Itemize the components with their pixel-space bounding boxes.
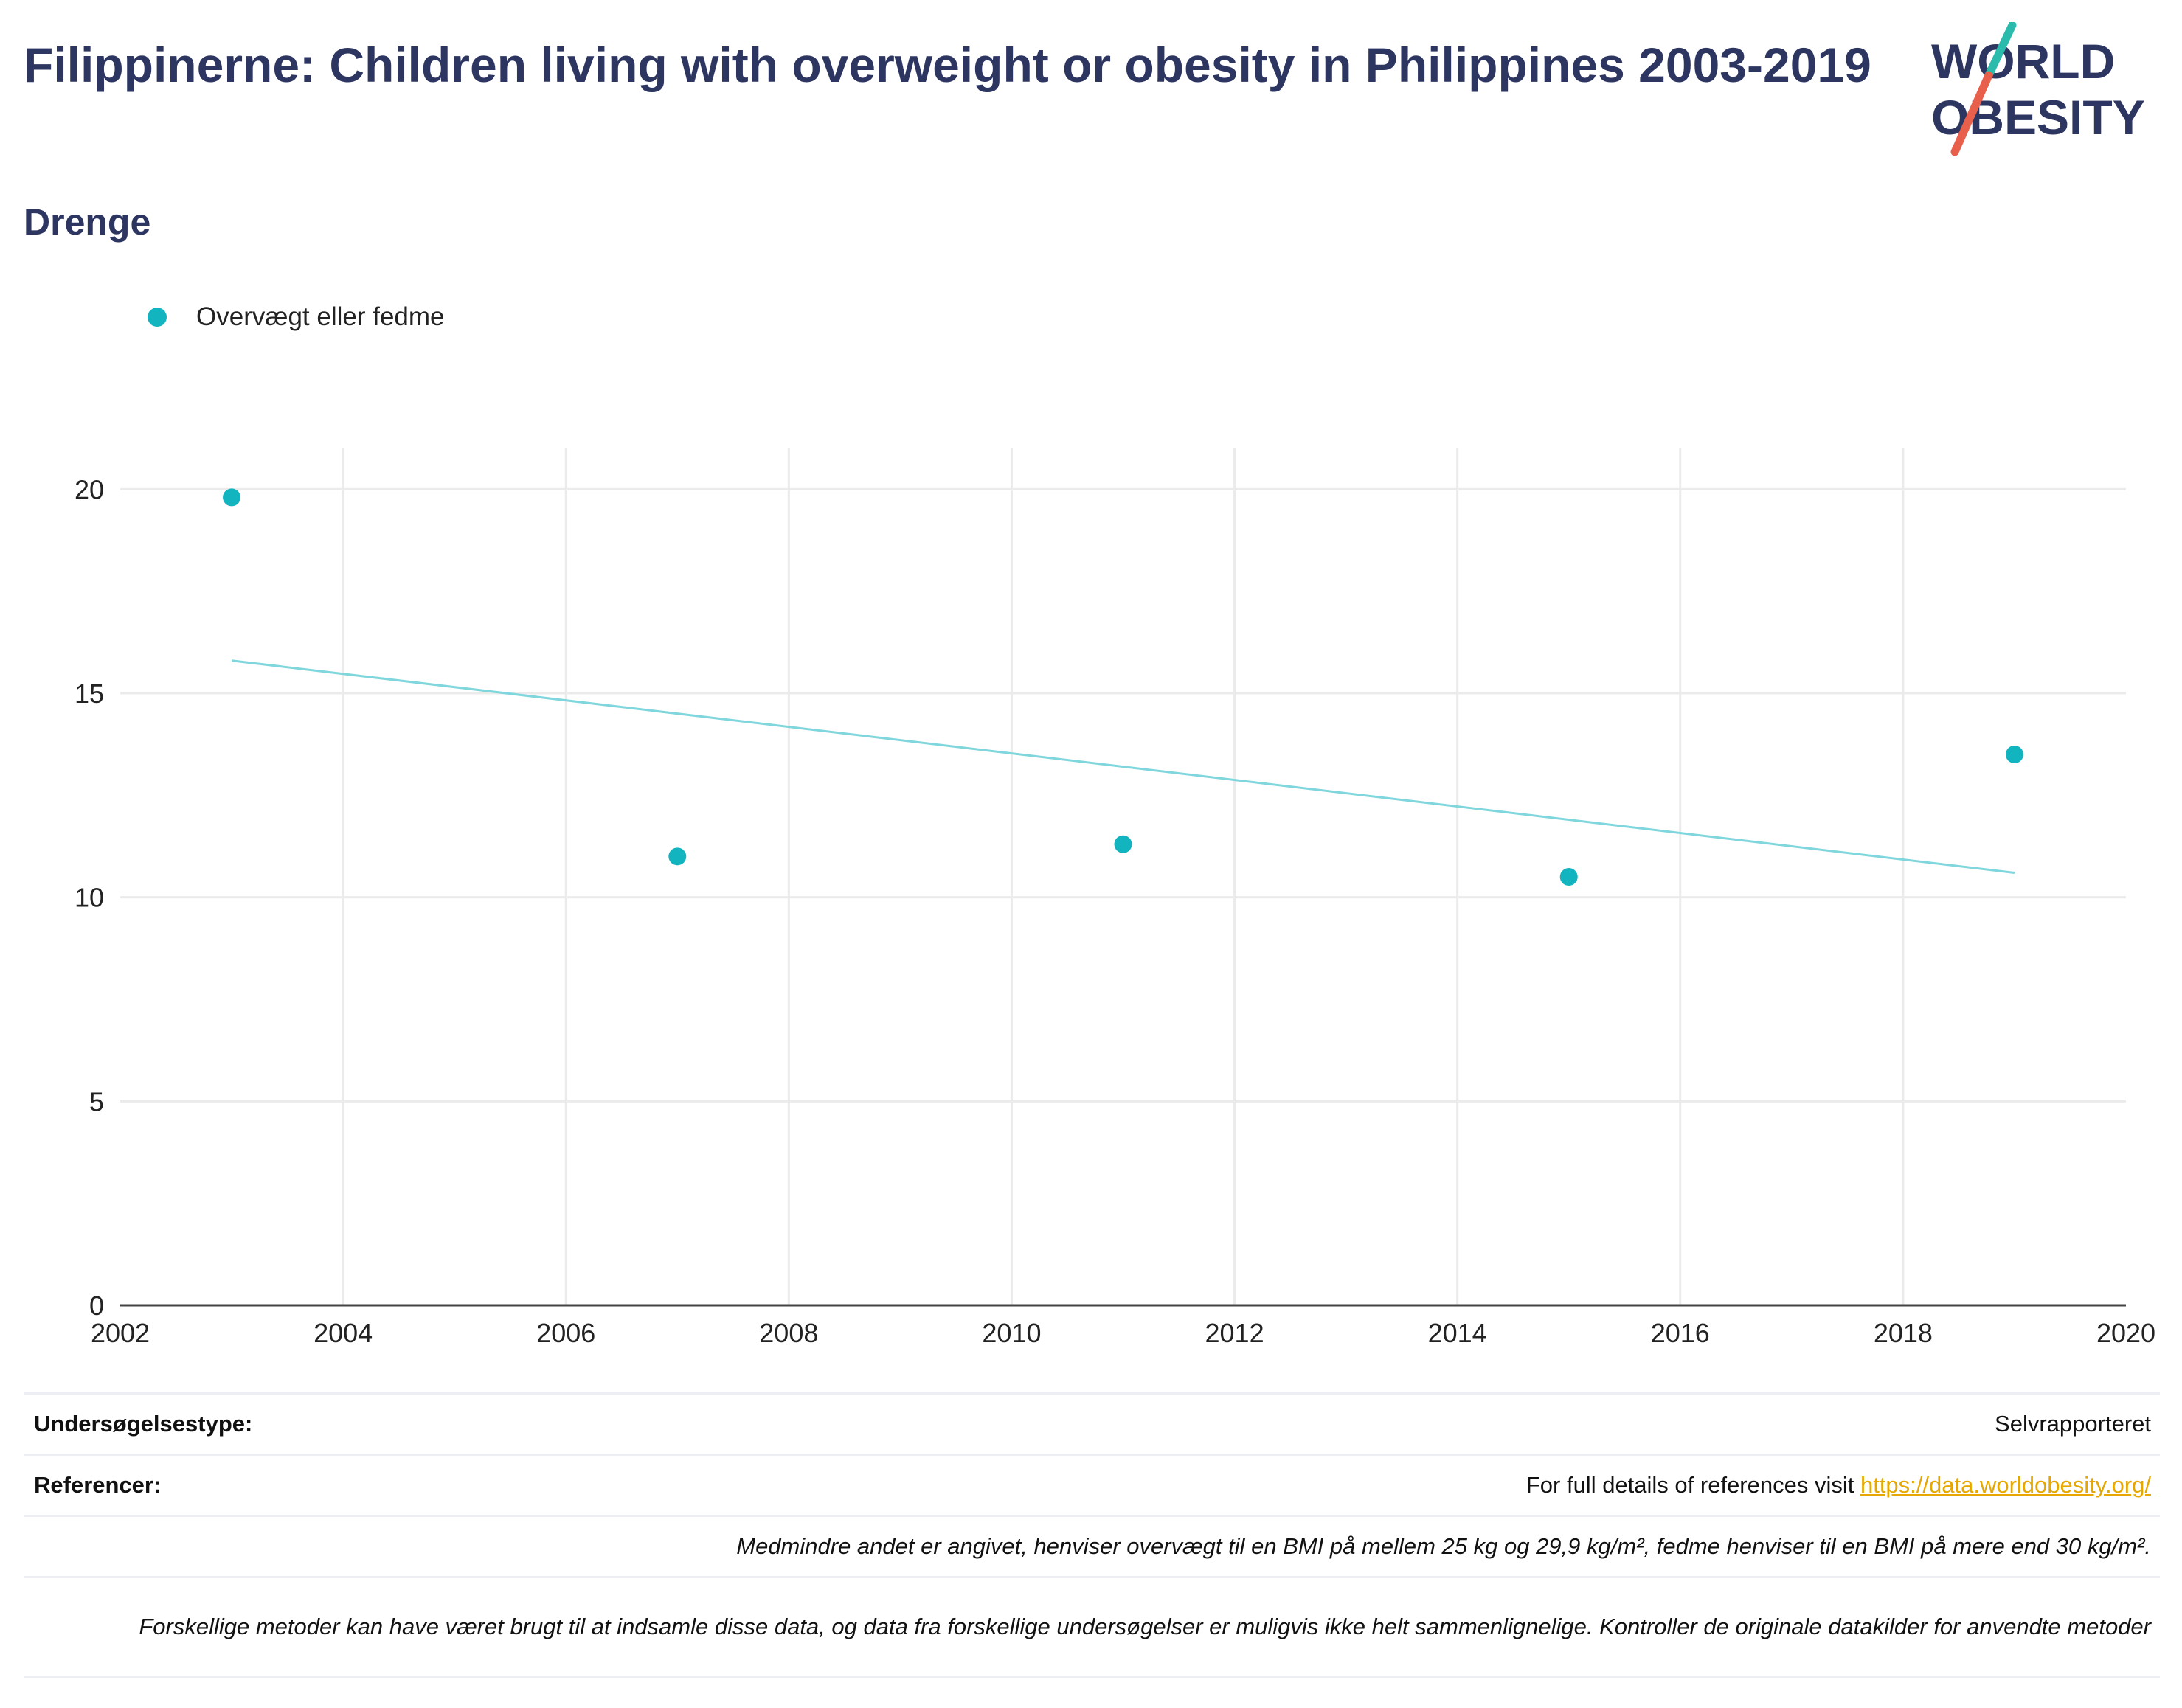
logo-text-world: WORLD (1931, 34, 2115, 88)
survey-type-value: Selvrapporteret (1995, 1411, 2151, 1437)
data-point (1114, 835, 1132, 853)
data-point (223, 488, 241, 507)
x-tick-label: 2014 (1428, 1318, 1487, 1348)
references-value: For full details of references visit htt… (1526, 1472, 2151, 1499)
trend-line (231, 659, 2015, 874)
y-tick-label: 5 (89, 1086, 104, 1117)
bmi-note: Medmindre andet er angivet, henviser ove… (736, 1533, 2151, 1559)
survey-type-label: Undersøgelsestype: (34, 1411, 253, 1437)
world-obesity-logo: WORLD OBESITY (1931, 22, 2145, 156)
footer-row-survey-type: Undersøgelsestype: Selvrapporteret (24, 1392, 2160, 1454)
x-tick-label: 2006 (536, 1318, 595, 1348)
page-subtitle: Drenge (24, 201, 151, 243)
x-tick-label: 2004 (314, 1318, 373, 1348)
footer-row-references: Referencer: For full details of referenc… (24, 1454, 2160, 1515)
x-tick-label: 2010 (982, 1318, 1041, 1348)
legend-marker (148, 308, 167, 327)
y-tick-label: 20 (75, 474, 104, 504)
references-label: Referencer: (34, 1472, 162, 1498)
x-tick-label: 2018 (1874, 1318, 1933, 1348)
legend-label: Overvægt eller fedme (196, 302, 445, 331)
x-tick-label: 2012 (1205, 1318, 1264, 1348)
x-tick-label: 2016 (1651, 1318, 1710, 1348)
x-tick-label: 2008 (759, 1318, 818, 1348)
data-point (668, 847, 687, 866)
data-point (2005, 746, 2023, 763)
x-tick-label: 2020 (2096, 1318, 2155, 1348)
page-title: Filippinerne: Children living with overw… (24, 38, 1871, 92)
data-point (1559, 868, 1578, 886)
references-text: For full details of references visit (1525, 1472, 1860, 1498)
logo-slash-red (1950, 71, 1993, 156)
footer-row-methods-note: Forskellige metoder kan have været brugt… (24, 1576, 2160, 1678)
logo-slash-teal (1984, 22, 2017, 80)
chart-footer: Undersøgelsestype: Selvrapporteret Refer… (24, 1392, 2160, 1678)
footer-row-bmi-note: Medmindre andet er angivet, henviser ove… (24, 1515, 2160, 1576)
methods-note: Forskellige metoder kan have været brugt… (139, 1614, 2151, 1639)
y-tick-label: 0 (89, 1291, 104, 1321)
x-tick-label: 2002 (91, 1318, 150, 1348)
scatter-chart: 2002 2004 2006 2008 2010 2012 2014 2016 2018 2020… (75, 448, 2155, 1348)
y-tick-label: 10 (75, 883, 104, 913)
references-link[interactable]: https://data.worldobesity.org/ (1860, 1472, 2151, 1498)
chart-legend: Overvægt eller fedme (148, 295, 445, 339)
y-tick-label: 15 (75, 678, 104, 709)
